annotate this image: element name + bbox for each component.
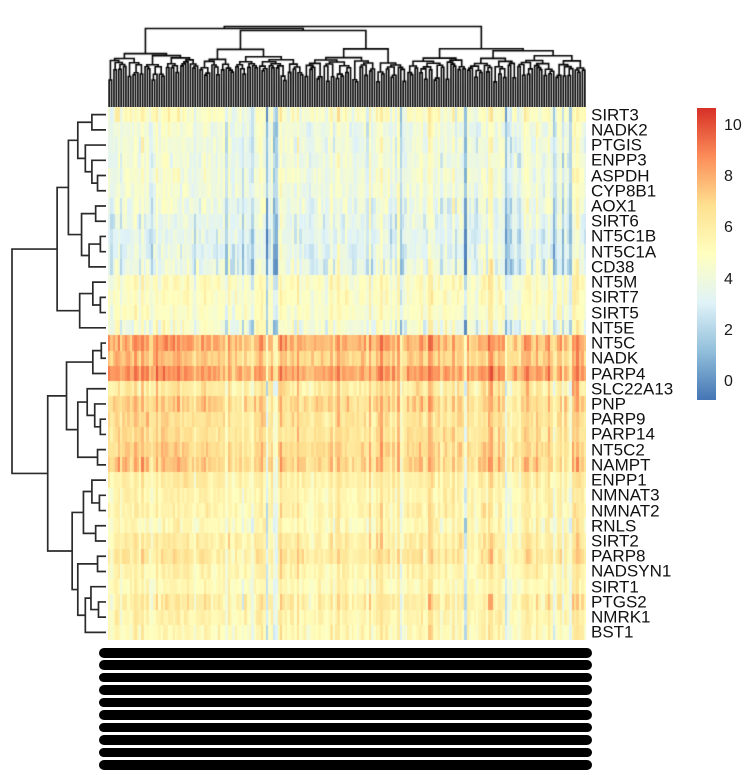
column-label-bar [99,660,592,671]
column-label-bar [99,685,592,695]
row-label: RNLS [591,516,637,536]
row-label: CYP8B1 [591,181,657,201]
colorbar-tick-label: 4 [724,270,733,288]
row-label: PTGS2 [591,592,647,612]
row-label: SIRT3 [591,105,639,125]
row-label: SIRT2 [591,531,639,551]
row-label: PNP [591,394,626,414]
row-label: SIRT1 [591,577,639,597]
row-label: AOX1 [591,196,637,216]
row-label: ENPP1 [591,470,647,490]
colorbar-tick-label: 10 [724,116,742,134]
row-label: SLC22A13 [591,379,674,399]
row-label: NAMPT [591,455,651,475]
column-label-bar [99,747,592,758]
column-dendrogram [108,4,586,107]
row-label: NADK [591,348,639,368]
row-label: BST1 [591,622,634,642]
row-label: PARP14 [591,424,655,444]
row-label: NMNAT2 [591,501,660,521]
row-dendrogram-path [11,113,106,634]
column-label-bar [99,697,592,708]
heatmap-canvas [108,107,586,640]
row-label: ENPP3 [591,150,647,170]
colorbar-tick-labels: 10 8 6 4 2 0 [724,108,750,400]
row-dendrogram [11,113,106,634]
column-label-bar [99,648,592,658]
row-label: PARP4 [591,364,646,383]
row-label: NT5C2 [591,440,645,460]
column-label-bar [99,760,592,770]
column-label-bar [99,710,592,720]
row-label: NT5C1B [591,226,657,246]
row-label: CD38 [591,257,635,277]
column-label-bar [99,672,592,683]
column-label-bar [99,722,592,733]
row-label: NT5E [591,318,635,338]
row-label: PARP9 [591,409,646,429]
row-label: PTGIS [591,135,643,155]
row-label: SIRT7 [591,287,639,307]
colorbar-tick-label: 0 [724,373,733,391]
row-label: PARP8 [591,546,646,566]
colorbar [697,108,716,400]
row-label: SIRT5 [591,303,639,323]
row-label: NT5C [591,333,636,353]
colorbar-tick-label: 8 [724,168,733,186]
row-label: ASPDH [591,166,650,186]
colorbar-tick-label: 2 [724,321,733,339]
row-label: SIRT6 [591,211,639,231]
row-label: NADK2 [591,120,648,140]
row-label: NMRK1 [591,607,651,627]
column-label-bar [99,735,592,745]
row-label: NADSYN1 [591,561,672,581]
row-label: NT5M [591,272,638,292]
row-labels: SIRT3 NADK2 PTGIS ENPP3 ASPDH CYP8B1 AOX1 SIRT6… [591,105,696,642]
row-label: NMNAT3 [591,485,660,505]
colorbar-tick-label: 6 [724,219,733,237]
row-label: NT5C1A [591,242,657,262]
